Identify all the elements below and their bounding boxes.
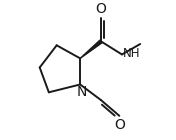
Text: O: O bbox=[115, 118, 125, 132]
Text: N: N bbox=[76, 85, 87, 99]
Text: NH: NH bbox=[123, 47, 140, 60]
Text: O: O bbox=[96, 2, 106, 16]
Polygon shape bbox=[80, 40, 102, 58]
